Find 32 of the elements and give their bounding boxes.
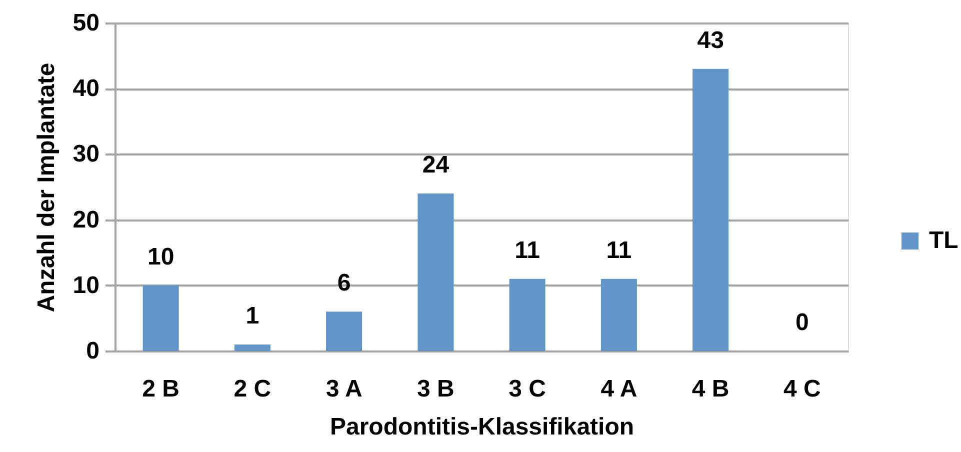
data-label: 43 [697, 26, 724, 54]
y-tick-label: 50 [72, 10, 100, 36]
bar [142, 285, 179, 351]
legend-label: TL [929, 227, 958, 254]
y-tick-label: 10 [72, 272, 100, 299]
x-tick-label: 4 C [784, 376, 821, 402]
y-tick-label: 0 [86, 338, 100, 364]
data-label: 10 [147, 243, 174, 270]
data-label: 24 [422, 152, 450, 179]
x-tick-label: 3 C [508, 376, 546, 402]
y-axis-title: Anzahl der Implantate [32, 62, 60, 312]
x-tick-label: 3 B [417, 376, 454, 402]
x-tick-label: 4 A [600, 376, 638, 402]
bar [692, 68, 729, 351]
y-tick-label: 20 [72, 206, 100, 234]
x-tick-label: 2 B [142, 376, 180, 402]
data-label: 11 [514, 236, 540, 264]
bar [326, 312, 362, 351]
bar [234, 344, 270, 351]
data-label: 1 [246, 302, 260, 330]
x-tick-label: 3 A [326, 376, 362, 402]
bar [418, 194, 454, 351]
x-tick-label: 2 C [234, 376, 272, 402]
bar [509, 278, 546, 351]
data-label: 6 [337, 270, 351, 297]
data-label: 11 [606, 236, 632, 264]
x-tick-label: 4 B [692, 376, 730, 402]
y-tick-label: 40 [72, 75, 100, 102]
bar [600, 278, 637, 351]
y-tick-label: 30 [72, 140, 100, 168]
data-label: 0 [796, 309, 809, 336]
x-axis-title: Parodontitis-Klassifikation [330, 414, 634, 440]
